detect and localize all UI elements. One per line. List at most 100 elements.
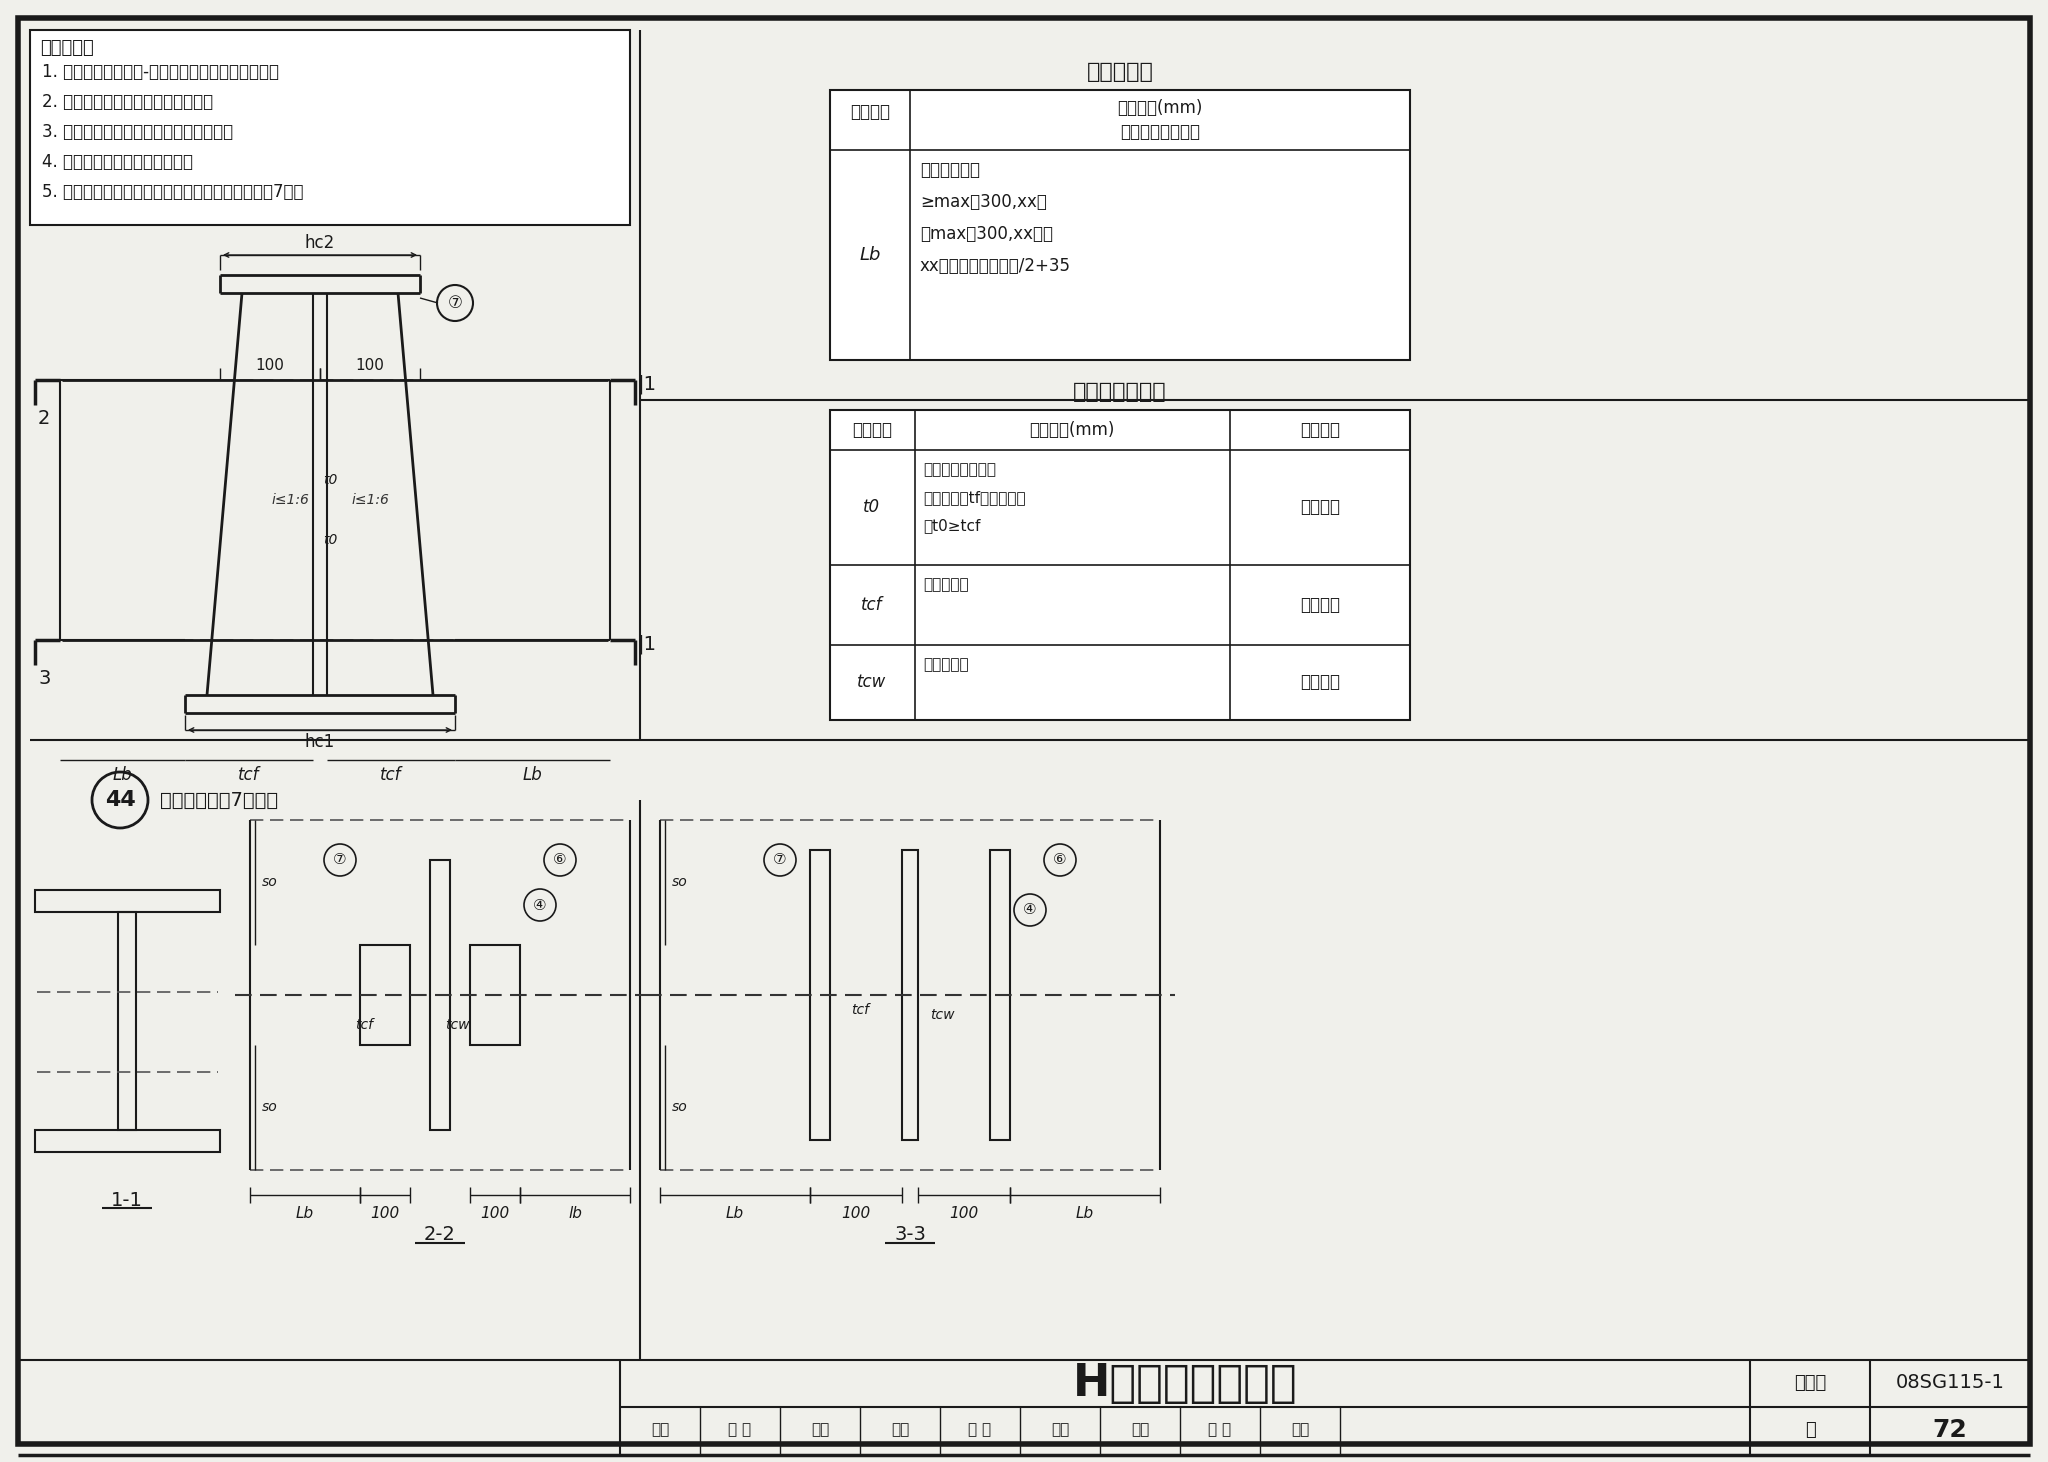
Text: 5. 当梁与柱直接连接时，且抗震设防烈度不宜高于7度。: 5. 当梁与柱直接连接时，且抗震设防烈度不宜高于7度。 — [43, 183, 303, 200]
Bar — [901, 849, 918, 1140]
Text: 设计: 设计 — [1130, 1423, 1149, 1437]
Bar — [430, 860, 451, 1130]
Text: 1-1: 1-1 — [111, 1190, 143, 1209]
Text: 且t0≥tcf: 且t0≥tcf — [924, 519, 981, 534]
Text: 节点参数表: 节点参数表 — [1087, 61, 1153, 82]
Text: ≥max（300,xx）: ≥max（300,xx） — [920, 193, 1047, 211]
Text: so: so — [672, 1099, 688, 1114]
Text: |1: |1 — [639, 635, 657, 654]
Bar — [35, 1130, 219, 1152]
Text: i≤1:6: i≤1:6 — [350, 493, 389, 507]
Text: 刘 岩: 刘 岩 — [1208, 1423, 1231, 1437]
Text: ［max（300,xx）］: ［max（300,xx）］ — [920, 225, 1053, 243]
Text: 72: 72 — [1933, 1418, 1968, 1442]
Text: Lb: Lb — [1075, 1206, 1094, 1221]
Text: 3: 3 — [39, 668, 51, 687]
Text: Lb: Lb — [113, 766, 131, 784]
Bar — [811, 849, 829, 1140]
Bar — [989, 849, 1010, 1140]
Text: 王路: 王路 — [1051, 1423, 1069, 1437]
Text: hc2: hc2 — [305, 234, 336, 251]
Bar — [829, 91, 1409, 360]
Text: 柱腹板厚度: 柱腹板厚度 — [924, 658, 969, 673]
Text: 100: 100 — [950, 1206, 979, 1221]
Text: 板厚符号: 板厚符号 — [852, 421, 893, 439]
Text: 与柱相同: 与柱相同 — [1300, 596, 1339, 614]
Text: 1. 多高层钢结构、钢-混凝土混合结构中的钢框架；: 1. 多高层钢结构、钢-混凝土混合结构中的钢框架； — [43, 63, 279, 80]
Text: 取各方向梁tf的最大值，: 取各方向梁tf的最大值， — [924, 490, 1026, 506]
Text: 申 林: 申 林 — [729, 1423, 752, 1437]
Text: 44: 44 — [104, 789, 135, 810]
Text: 与梁相同: 与梁相同 — [1300, 499, 1339, 516]
Text: lb: lb — [567, 1206, 582, 1221]
Text: 适用范围：: 适用范围： — [41, 39, 94, 57]
Text: 校对: 校对 — [891, 1423, 909, 1437]
Text: 100: 100 — [371, 1206, 399, 1221]
Text: tcf: tcf — [238, 766, 260, 784]
Text: hc1: hc1 — [305, 732, 336, 751]
Text: tcf: tcf — [354, 1018, 373, 1032]
Text: 100: 100 — [481, 1206, 510, 1221]
Text: 与柱相同: 与柱相同 — [1300, 673, 1339, 692]
Text: 图集号: 图集号 — [1794, 1374, 1827, 1392]
Text: 2: 2 — [39, 408, 51, 427]
Text: ⑦: ⑦ — [774, 852, 786, 867]
Text: 限制值【参考值】: 限制值【参考值】 — [1120, 123, 1200, 140]
Text: ④: ④ — [1024, 902, 1036, 918]
Text: 梁连接长度：: 梁连接长度： — [920, 161, 981, 178]
Text: so: so — [262, 1099, 279, 1114]
Text: 参数名称: 参数名称 — [850, 102, 891, 121]
Text: 3. 柱截面壁厚不大于梁翼缘贯通板厚度；: 3. 柱截面壁厚不大于梁翼缘贯通板厚度； — [43, 123, 233, 140]
Text: ⑦: ⑦ — [449, 294, 463, 311]
Text: i≤1:6: i≤1:6 — [270, 493, 309, 507]
Text: 节点钢板厚度表: 节点钢板厚度表 — [1073, 382, 1167, 402]
Text: 王 浩: 王 浩 — [969, 1423, 991, 1437]
Text: ⑥: ⑥ — [1053, 852, 1067, 867]
Text: so: so — [672, 874, 688, 889]
Text: t0: t0 — [864, 499, 881, 516]
Text: tcw: tcw — [444, 1018, 469, 1032]
Text: xx一腹板拼接板长度/2+35: xx一腹板拼接板长度/2+35 — [920, 257, 1071, 275]
Text: 100: 100 — [842, 1206, 870, 1221]
Text: t0: t0 — [324, 474, 338, 487]
Text: ⑦: ⑦ — [334, 852, 346, 867]
Text: ④: ④ — [532, 898, 547, 912]
Bar — [35, 890, 219, 912]
Text: 08SG115-1: 08SG115-1 — [1896, 1373, 2005, 1392]
Text: 参数取值(mm): 参数取值(mm) — [1118, 99, 1202, 117]
Text: |1: |1 — [639, 374, 657, 393]
Text: t0: t0 — [324, 534, 338, 547]
Text: 100: 100 — [256, 358, 285, 373]
Bar — [829, 409, 1409, 719]
Text: tcf: tcf — [381, 766, 401, 784]
Text: 2-2: 2-2 — [424, 1225, 457, 1244]
Text: Lb: Lb — [297, 1206, 313, 1221]
Text: tcf: tcf — [862, 596, 883, 614]
Text: Lb: Lb — [522, 766, 543, 784]
Text: tcf: tcf — [852, 1003, 868, 1018]
Text: 2. 抗震设防地区及非抗震设防地区；: 2. 抗震设防地区及非抗震设防地区； — [43, 94, 213, 111]
Text: Lb: Lb — [725, 1206, 743, 1221]
Text: 刘岚: 刘岚 — [1290, 1423, 1309, 1437]
Text: 审核: 审核 — [651, 1423, 670, 1437]
Bar — [360, 944, 410, 1045]
Text: Lb: Lb — [860, 246, 881, 265]
Text: tcw: tcw — [858, 673, 887, 692]
Text: 柱贯通隔板厚度：: 柱贯通隔板厚度： — [924, 462, 995, 478]
Text: 未标注焊缝为7号焊缝: 未标注焊缝为7号焊缝 — [160, 791, 279, 810]
Bar — [31, 31, 631, 225]
Text: 100: 100 — [356, 358, 385, 373]
Text: 页: 页 — [1804, 1421, 1815, 1439]
Bar — [119, 912, 135, 1130]
Text: 材质要求: 材质要求 — [1300, 421, 1339, 439]
Text: H形柱变截面节点: H形柱变截面节点 — [1073, 1361, 1296, 1405]
Text: 4. 梁柱节点宜采用短悬臂连接；: 4. 梁柱节点宜采用短悬臂连接； — [43, 154, 193, 171]
Text: 3-3: 3-3 — [895, 1225, 926, 1244]
Text: so: so — [262, 874, 279, 889]
Text: 柱翼缘厚度: 柱翼缘厚度 — [924, 577, 969, 592]
Text: tcw: tcw — [930, 1007, 954, 1022]
Text: ⑥: ⑥ — [553, 852, 567, 867]
Text: 中林: 中林 — [811, 1423, 829, 1437]
Text: 板厚取值(mm): 板厚取值(mm) — [1030, 421, 1114, 439]
Bar — [469, 944, 520, 1045]
